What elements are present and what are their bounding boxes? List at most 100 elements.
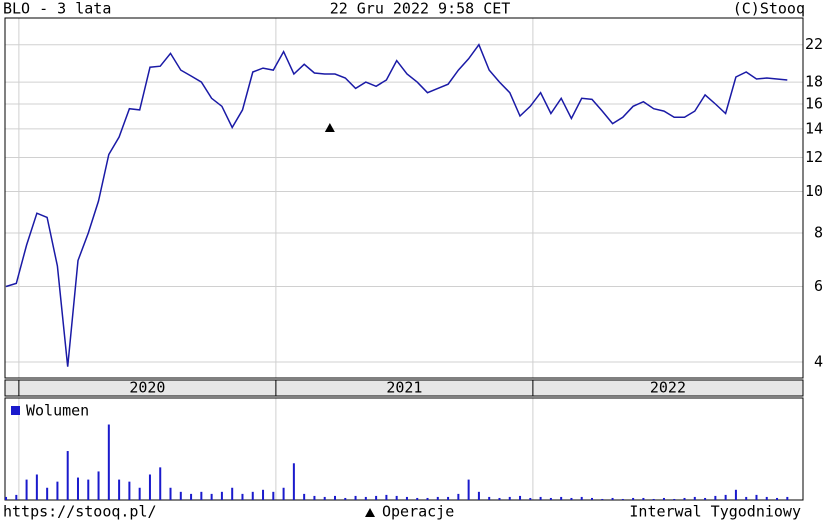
volume-bar	[385, 494, 388, 500]
y-tick-label: 12	[805, 148, 823, 166]
y-tick-label: 22	[805, 35, 823, 53]
volume-bar	[220, 491, 223, 500]
volume-bar	[344, 497, 347, 500]
y-tick-label: 6	[814, 277, 823, 295]
volume-bar	[447, 496, 450, 500]
date: 22 Gru 2022 9:58 CET	[330, 0, 511, 18]
volume-legend: Wolumen	[26, 402, 89, 420]
volume-bar	[745, 496, 748, 500]
volume-bar	[35, 474, 38, 500]
y-tick-label: 4	[814, 352, 823, 370]
volume-bar	[693, 496, 696, 500]
volume-bar	[611, 497, 614, 500]
volume-bar	[590, 497, 593, 500]
volume-bar	[333, 495, 336, 500]
volume-bar	[118, 479, 121, 500]
volume-bar	[488, 496, 491, 500]
volume-bar	[179, 491, 182, 500]
y-tick-label: 18	[805, 73, 823, 91]
volume-bar	[539, 496, 542, 500]
volume-bar	[529, 497, 532, 500]
volume-bar	[148, 474, 151, 500]
volume-bar	[477, 491, 480, 500]
volume-bar	[313, 495, 316, 500]
volume-bar	[508, 496, 511, 500]
volume-bar	[159, 467, 162, 500]
volume-bar	[776, 497, 779, 500]
volume-bar	[642, 497, 645, 500]
volume-bar	[580, 496, 583, 500]
volume-bar	[282, 487, 285, 500]
volume-bar	[5, 496, 8, 500]
volume-bar	[662, 497, 665, 500]
operations-legend: Operacje	[382, 503, 454, 521]
price-frame	[4, 17, 804, 379]
year-band	[5, 380, 803, 396]
volume-bar	[704, 497, 707, 500]
volume-bar	[673, 498, 676, 500]
x-tick-label: 2021	[386, 379, 422, 397]
volume-bar	[272, 491, 275, 500]
volume-bar	[76, 477, 79, 500]
volume-bar	[364, 496, 367, 500]
chart-title: BLO - 3 lata	[3, 0, 111, 18]
volume-bar	[231, 487, 234, 500]
volume-frame	[4, 397, 804, 501]
y-tick-label: 14	[805, 119, 823, 137]
volume-bar	[519, 495, 522, 500]
volume-bar	[190, 493, 193, 500]
volume-bar	[25, 479, 28, 500]
url: https://stooq.pl/	[3, 503, 157, 521]
volume-bar	[632, 497, 635, 500]
volume-bar	[683, 497, 686, 500]
volume-bar	[375, 495, 378, 500]
volume-bar	[128, 481, 131, 500]
x-tick-label: 2020	[129, 379, 165, 397]
y-tick-label: 10	[805, 182, 823, 200]
volume-bar	[200, 491, 203, 500]
volume-bar	[107, 424, 110, 500]
volume-bar	[426, 497, 429, 500]
volume-bar	[652, 498, 655, 500]
volume-bar	[251, 491, 254, 500]
volume-bar	[138, 487, 141, 500]
volume-legend-icon	[11, 406, 20, 415]
volume-bar	[46, 487, 49, 500]
operation-marker	[324, 123, 335, 133]
volume-bar	[724, 494, 727, 500]
volume-bar	[734, 489, 737, 500]
x-tick-label: 2022	[650, 379, 686, 397]
volume-bar	[601, 498, 604, 500]
volume-bar	[786, 496, 789, 500]
volume-bar	[292, 463, 295, 500]
volume-bar	[457, 493, 460, 500]
volume-bar	[97, 471, 100, 500]
volume-bar	[436, 496, 439, 500]
operations-legend-icon	[365, 508, 375, 517]
price-line	[5, 43, 788, 367]
volume-bar	[169, 487, 172, 500]
volume-bar	[755, 494, 758, 500]
y-tick-label: 16	[805, 95, 823, 113]
volume-bar	[56, 481, 59, 500]
source: (C)Stooq	[733, 0, 805, 18]
volume-bar	[303, 493, 306, 500]
interval: Interwal Tygodniowy	[629, 503, 801, 521]
volume-bar	[354, 495, 357, 500]
volume-bar	[241, 493, 244, 500]
volume-bar	[395, 495, 398, 500]
y-tick-label: 8	[814, 223, 823, 241]
volume-bar	[66, 451, 69, 500]
volume-bar	[416, 497, 419, 500]
volume-bar	[570, 497, 573, 500]
volume-bar	[467, 479, 470, 500]
volume-bar	[765, 496, 768, 500]
volume-bar	[560, 496, 563, 500]
volume-bar	[498, 497, 501, 500]
volume-bar	[262, 489, 265, 500]
volume-bar	[621, 498, 624, 500]
volume-bar	[15, 494, 18, 500]
volume-bar	[549, 497, 552, 500]
